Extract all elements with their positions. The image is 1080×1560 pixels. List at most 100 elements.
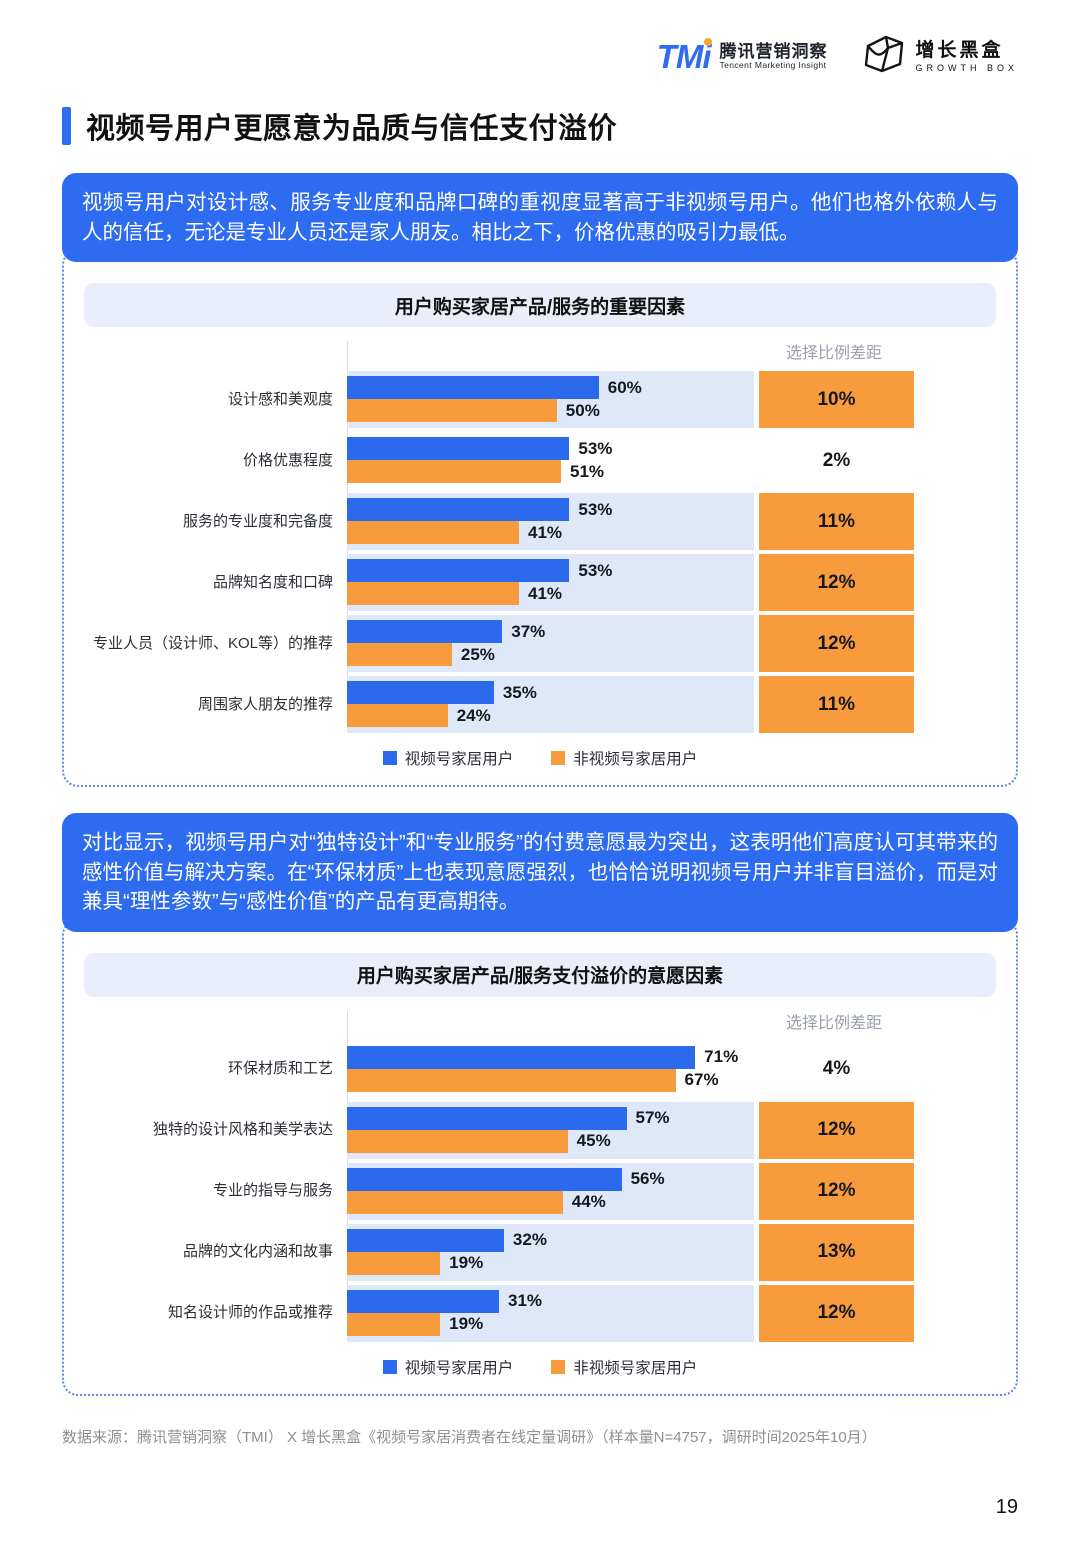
tmi-logo-cn: 腾讯营销洞察	[719, 41, 828, 61]
chart-row: 专业人员（设计师、KOL等）的推荐 37% 25% 12%	[84, 615, 914, 673]
bar-value-label: 53%	[578, 499, 613, 519]
bar-value-label: 56%	[630, 1169, 665, 1189]
gap-value-cell: 10%	[759, 371, 914, 429]
chart-rows-2: 环保材质和工艺 71% 67% 4% 独特的设计风格和美学表达 57% 45% 12% 专业的指…	[84, 1010, 914, 1342]
bar-non-videohao-users	[347, 460, 561, 484]
legend-item-series1: 视频号家居用户	[382, 747, 513, 769]
tmi-logo-en: Tencent Marketing Insight	[719, 60, 827, 71]
bar-value-label: 31%	[508, 1291, 543, 1311]
gap-value-cell: 13%	[759, 1223, 914, 1281]
gap-value-cell: 12%	[759, 615, 914, 673]
chart-row: 价格优惠程度 53% 51% 2%	[84, 432, 914, 489]
chart-rows-1: 设计感和美观度 60% 50% 10% 价格优惠程度 53% 51% 2% 服务的专业度和完备度…	[84, 341, 914, 734]
bar-value-label: 53%	[578, 560, 613, 580]
title-accent-bar	[62, 107, 71, 145]
bar-videohao-users	[347, 437, 570, 461]
bar-group: 56% 44%	[347, 1162, 754, 1220]
bar-value-label: 37%	[511, 621, 546, 641]
bar-videohao-users	[347, 1289, 499, 1313]
category-label: 服务的专业度和完备度	[182, 512, 333, 530]
category-label: 独特的设计风格和美学表达	[152, 1121, 333, 1139]
growth-box-icon	[862, 34, 906, 79]
bar-group: 53% 51%	[347, 432, 754, 489]
bar-group: 31% 19%	[347, 1284, 754, 1342]
chart-row: 环保材质和工艺 71% 67% 4%	[84, 1041, 914, 1098]
bar-value-label: 57%	[635, 1108, 670, 1128]
chart-legend-1: 视频号家居用户 非视频号家居用户	[84, 747, 996, 769]
bar-group: 57% 45%	[347, 1101, 754, 1159]
bar-value-label: 45%	[576, 1131, 611, 1151]
gap-value-cell: 2%	[822, 449, 851, 471]
page-title-text: 视频号用户更愿意为品质与信任支付溢价	[86, 113, 618, 145]
bar-non-videohao-users	[347, 582, 520, 606]
tmi-logo-mark: TMi	[656, 38, 711, 75]
bar-group: 53% 41%	[347, 493, 754, 551]
chart-row: 独特的设计风格和美学表达 57% 45% 12%	[84, 1101, 914, 1159]
bar-non-videohao-users	[347, 1312, 441, 1336]
bar-non-videohao-users	[347, 704, 448, 728]
bar-value-label: 41%	[528, 583, 563, 603]
gap-value-cell: 11%	[759, 493, 914, 551]
bar-videohao-users	[347, 1228, 504, 1252]
section-premium-willingness: 对比显示，视频号用户对“独特设计”和“专业服务”的付费意愿最为突出，这表明他们高…	[62, 813, 1018, 1396]
growth-box-en: GROWTH BOX	[915, 62, 1018, 73]
chart-card-2: 用户购买家居产品/服务支付溢价的意愿因素 选择比例差距 环保材质和工艺 71% 67…	[62, 918, 1018, 1396]
growth-box-cn: 增长黑盒	[915, 39, 1004, 61]
bar-value-label: 41%	[528, 522, 563, 542]
bar-value-label: 35%	[502, 682, 537, 702]
gap-column-header-2: 选择比例差距	[785, 1014, 882, 1032]
bar-group: 35% 24%	[347, 676, 754, 734]
bar-group: 53% 41%	[347, 554, 754, 612]
gap-value-cell: 12%	[759, 1101, 914, 1159]
section-importance-factors: 视频号用户对设计感、服务专业度和品牌口碑的重视度显著高于非视频号用户。他们也格外…	[62, 173, 1018, 788]
chart-card-1: 用户购买家居产品/服务的重要因素 选择比例差距 设计感和美观度 60% 50% 10%…	[62, 249, 1018, 788]
chart-row: 周围家人朋友的推荐 35% 24% 11%	[84, 676, 914, 734]
gap-value-cell: 11%	[759, 676, 914, 734]
bar-group: 37% 25%	[347, 615, 754, 673]
bar-non-videohao-users	[347, 1251, 441, 1275]
insight-callout-1: 视频号用户对设计感、服务专业度和品牌口碑的重视度显著高于非视频号用户。他们也格外…	[62, 173, 1018, 263]
category-label: 品牌的文化内涵和故事	[182, 1243, 333, 1261]
page-title: 视频号用户更愿意为品质与信任支付溢价	[62, 105, 1018, 147]
bar-non-videohao-users	[347, 643, 452, 667]
bar-videohao-users	[347, 1045, 696, 1069]
chart-legend-2: 视频号家居用户 非视频号家居用户	[84, 1356, 996, 1378]
bar-non-videohao-users	[347, 399, 557, 423]
category-label: 设计感和美观度	[227, 390, 333, 408]
bar-value-label: 53%	[578, 438, 613, 458]
bar-value-label: 50%	[565, 400, 600, 420]
gap-column-header-1: 选择比例差距	[785, 345, 882, 363]
bar-value-label: 19%	[449, 1253, 484, 1273]
bar-value-label: 67%	[684, 1070, 719, 1090]
data-source-note: 数据来源：腾讯营销洞察（TMI） X 增长黑盒《视频号家居消费者在线定量调研》（…	[62, 1428, 877, 1446]
bar-videohao-users	[347, 1106, 627, 1130]
bar-value-label: 24%	[456, 705, 491, 725]
bar-group: 71% 67%	[347, 1041, 754, 1098]
legend-item-series2: 非视频号家居用户	[551, 747, 697, 769]
bar-videohao-users	[347, 498, 570, 522]
page-number: 19	[995, 1496, 1018, 1518]
legend-swatch-orange	[551, 1359, 566, 1374]
category-label: 价格优惠程度	[242, 451, 333, 469]
chart-title-1: 用户购买家居产品/服务的重要因素	[84, 283, 996, 328]
legend-item-series2: 非视频号家居用户	[551, 1356, 697, 1378]
legend-item-series1: 视频号家居用户	[382, 1356, 513, 1378]
gap-value-cell: 12%	[759, 1284, 914, 1342]
bar-videohao-users	[347, 681, 494, 705]
bar-non-videohao-users	[347, 521, 520, 545]
bar-non-videohao-users	[347, 1129, 568, 1153]
category-label: 品牌知名度和口碑	[212, 573, 333, 591]
category-label: 环保材质和工艺	[227, 1060, 333, 1078]
category-label: 知名设计师的作品或推荐	[167, 1304, 333, 1322]
chart-row: 服务的专业度和完备度 53% 41% 11%	[84, 493, 914, 551]
chart-row: 品牌的文化内涵和故事 32% 19% 13%	[84, 1223, 914, 1281]
chart-title-2: 用户购买家居产品/服务支付溢价的意愿因素	[84, 952, 996, 997]
gap-value-cell: 12%	[759, 554, 914, 612]
chart-row: 品牌知名度和口碑 53% 41% 12%	[84, 554, 914, 612]
category-label: 专业的指导与服务	[212, 1182, 333, 1200]
chart-row: 设计感和美观度 60% 50% 10%	[84, 371, 914, 429]
bar-value-label: 71%	[704, 1047, 739, 1067]
bar-group: 60% 50%	[347, 371, 754, 429]
tmi-logo: TMi 腾讯营销洞察 Tencent Marketing Insight	[656, 38, 828, 75]
gap-value-cell: 4%	[822, 1058, 851, 1080]
